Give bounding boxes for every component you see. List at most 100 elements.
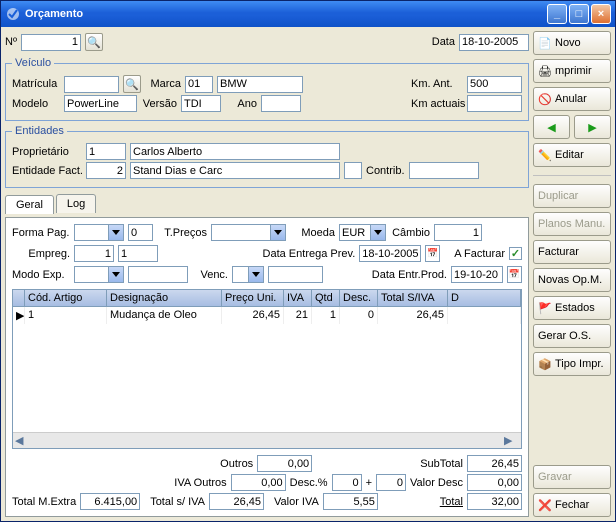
proprietario-code-field[interactable]	[86, 143, 126, 160]
ano-field[interactable]	[261, 95, 301, 112]
grid-marker-col	[13, 290, 25, 306]
empreg-field[interactable]	[74, 245, 114, 262]
marca-code-field[interactable]	[185, 76, 213, 93]
cell-codigo[interactable]: 1	[25, 307, 107, 324]
separator	[533, 175, 611, 176]
versao-field[interactable]	[181, 95, 221, 112]
valordesc-field[interactable]	[467, 474, 522, 491]
venc-text-field[interactable]	[268, 266, 323, 283]
modoexp-text-field[interactable]	[128, 266, 188, 283]
anular-button[interactable]: 🚫Anular	[533, 87, 611, 111]
empreg2-field[interactable]	[118, 245, 158, 262]
col-preco[interactable]: Preço Uni.	[222, 290, 284, 306]
proprietario-text-field[interactable]	[130, 143, 340, 160]
col-total[interactable]: Total S/IVA	[378, 290, 448, 306]
cell-preco[interactable]: 26,45	[222, 307, 284, 324]
total-field[interactable]	[467, 493, 522, 510]
col-codigo[interactable]: Cód. Artigo	[25, 290, 107, 306]
cambio-field[interactable]	[434, 224, 482, 241]
valoriva-field[interactable]	[323, 493, 378, 510]
outros-field[interactable]	[257, 455, 312, 472]
cell-qtd[interactable]: 1	[312, 307, 340, 324]
editar-button[interactable]: ✏️Editar	[533, 143, 611, 167]
kmant-field[interactable]	[467, 76, 522, 93]
tab-log[interactable]: Log	[56, 194, 96, 213]
imprimir-button[interactable]: 🖨mprimir	[533, 59, 611, 83]
modelo-field[interactable]	[64, 95, 137, 112]
maximize-button[interactable]: □	[569, 4, 589, 24]
formapag-code-field[interactable]	[128, 224, 153, 241]
matricula-lookup-button[interactable]: 🔍	[123, 75, 141, 93]
novo-button[interactable]: 📄Novo	[533, 31, 611, 55]
novasop-button[interactable]: Novas Op.M.	[533, 268, 611, 292]
entidade-fact-label: Entidade Fact.	[12, 165, 82, 177]
cell-total[interactable]: 26,45	[378, 307, 448, 324]
tipoimpr-button[interactable]: 📦Tipo Impr.	[533, 352, 611, 376]
cell-designacao[interactable]: Mudança de Oleo	[107, 307, 222, 324]
dataprod-field[interactable]	[451, 266, 503, 283]
descp-field[interactable]	[332, 474, 362, 491]
estados-button[interactable]: 🚩Estados	[533, 296, 611, 320]
entidades-legend: Entidades	[12, 125, 67, 137]
cambio-label: Câmbio	[390, 227, 430, 239]
col-designacao[interactable]: Designação	[107, 290, 222, 306]
col-qtd[interactable]: Qtd	[312, 290, 340, 306]
entidade-fact-code-field[interactable]	[86, 162, 126, 179]
dataprod-calendar-button[interactable]: 📅	[507, 266, 522, 283]
col-d[interactable]: D	[448, 290, 521, 306]
col-desc[interactable]: Desc.	[340, 290, 378, 306]
valordesc-label: Valor Desc	[410, 477, 463, 489]
marca-label: Marca	[145, 78, 181, 90]
nav-prev-button[interactable]: ◀	[533, 115, 570, 139]
data-field[interactable]	[459, 34, 529, 51]
entidade-fact-text-field[interactable]	[130, 162, 340, 179]
modoexp-field[interactable]	[74, 266, 109, 283]
close-button[interactable]: ×	[591, 4, 611, 24]
tprecos-dropdown[interactable]	[271, 224, 286, 241]
table-row[interactable]: ▶ 1 Mudança de Oleo 26,45 21 1 0 26,45	[13, 307, 521, 324]
planos-button[interactable]: Planos Manu.	[533, 212, 611, 236]
scroll-left-icon[interactable]: ◀	[15, 434, 30, 447]
cell-iva[interactable]: 21	[284, 307, 312, 324]
facturar-button[interactable]: Facturar	[533, 240, 611, 264]
venc-dropdown[interactable]	[249, 266, 264, 283]
scroll-right-icon[interactable]: ▶	[504, 434, 519, 447]
dataentrega-label: Data Entrega Prev.	[263, 248, 356, 260]
no-field[interactable]	[21, 34, 81, 51]
tab-geral[interactable]: Geral	[5, 195, 54, 214]
marca-text-field[interactable]	[217, 76, 303, 93]
kmact-field[interactable]	[467, 95, 522, 112]
descp2-field[interactable]	[376, 474, 406, 491]
col-iva[interactable]: IVA	[284, 290, 312, 306]
dataentrega-calendar-button[interactable]: 📅	[425, 245, 440, 262]
tprecos-field[interactable]	[211, 224, 271, 241]
dataentrega-field[interactable]	[359, 245, 421, 262]
no-lookup-button[interactable]: 🔍	[85, 33, 103, 51]
venc-field[interactable]	[232, 266, 249, 283]
mextra-field[interactable]	[80, 493, 140, 510]
contrib-code-field[interactable]	[344, 162, 362, 179]
moeda-field[interactable]	[339, 224, 371, 241]
formapag-field[interactable]	[74, 224, 109, 241]
moeda-dropdown[interactable]	[371, 224, 386, 241]
row-marker: ▶	[13, 307, 25, 324]
minimize-button[interactable]: _	[547, 4, 567, 24]
subtotal-field[interactable]	[467, 455, 522, 472]
formapag-dropdown[interactable]	[109, 224, 124, 241]
cell-desc[interactable]: 0	[340, 307, 378, 324]
nav-next-button[interactable]: ▶	[574, 115, 611, 139]
ivaoutros-field[interactable]	[231, 474, 286, 491]
matricula-field[interactable]	[64, 76, 119, 93]
afacturar-checkbox[interactable]: ✓	[509, 247, 522, 260]
grid-hscrollbar[interactable]: ◀ ▶	[13, 432, 521, 448]
geraros-button[interactable]: Gerar O.S.	[533, 324, 611, 348]
cell-d[interactable]	[448, 307, 521, 324]
gravar-button[interactable]: Gravar	[533, 465, 611, 489]
veiculo-group: Veículo Matrícula 🔍 Marca Km. Ant. Model…	[5, 57, 529, 121]
contrib-field[interactable]	[409, 162, 479, 179]
totalsiva-field[interactable]	[209, 493, 264, 510]
modoexp-dropdown[interactable]	[109, 266, 124, 283]
duplicar-button[interactable]: Duplicar	[533, 184, 611, 208]
contrib-label: Contrib.	[366, 165, 405, 177]
fechar-button[interactable]: ❌Fechar	[533, 493, 611, 517]
